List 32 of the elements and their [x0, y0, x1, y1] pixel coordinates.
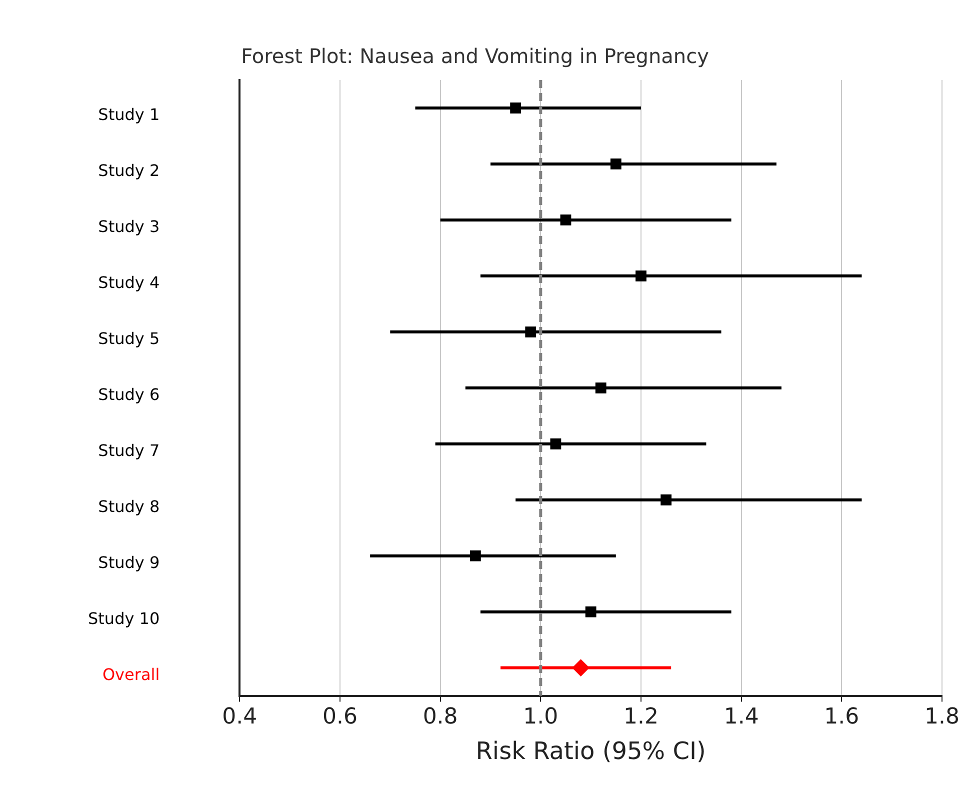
x-tick-label: 1.0: [523, 704, 558, 730]
point: [470, 550, 481, 562]
y-tick-label: Study 6: [98, 385, 160, 404]
x-tick-label: 0.6: [322, 704, 358, 730]
x-tick-label: 1.8: [924, 704, 960, 730]
y-tick-label: Study 9: [98, 553, 160, 572]
x-tick-label: 1.6: [824, 704, 860, 730]
y-tick-label: Overall: [102, 664, 160, 684]
x-axis-title: Risk Ratio (95% CI): [476, 736, 706, 765]
y-tick-label: Study 8: [98, 497, 160, 516]
point: [510, 102, 522, 114]
y-tick-label: Study 4: [98, 273, 160, 292]
y-tick-label: Study 3: [98, 217, 160, 236]
y-tick-label: Study 2: [98, 161, 160, 180]
y-tick-label: Study 5: [98, 329, 160, 348]
point: [585, 606, 596, 618]
x-tick-label: 0.4: [222, 704, 258, 730]
chart-title: Forest Plot: Nausea and Vomiting in Pregnancy: [241, 44, 710, 68]
point: [595, 382, 606, 394]
point: [525, 326, 536, 338]
point: [636, 270, 646, 282]
x-tick-label: 0.8: [422, 704, 458, 730]
point: [560, 214, 572, 226]
x-tick-label: 1.2: [623, 704, 658, 730]
point: [550, 438, 562, 450]
point: [610, 158, 622, 170]
point: [660, 494, 672, 506]
y-tick-label: Study 10: [88, 608, 160, 628]
y-tick-label: Study 1: [98, 105, 160, 124]
y-tick-label: Study 7: [98, 441, 160, 460]
point: [572, 659, 590, 676]
x-tick-label: 1.4: [724, 704, 759, 730]
